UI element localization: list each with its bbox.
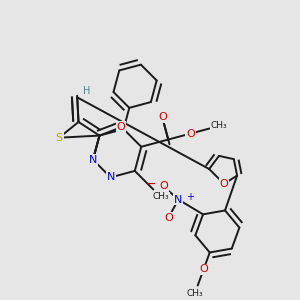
Text: O: O (159, 182, 168, 191)
Text: O: O (117, 122, 125, 132)
Text: O: O (158, 112, 167, 122)
Text: O: O (186, 129, 195, 139)
Text: −: − (146, 178, 156, 191)
Text: H: H (83, 85, 91, 95)
Text: N: N (174, 195, 183, 205)
Text: CH₃: CH₃ (211, 122, 227, 130)
Text: +: + (186, 192, 194, 202)
Text: H: H (83, 86, 91, 96)
Text: O: O (164, 213, 173, 223)
Text: O: O (220, 179, 228, 189)
Text: N: N (89, 155, 97, 165)
Text: CH₃: CH₃ (187, 289, 203, 298)
Text: O: O (199, 265, 208, 275)
Text: N: N (106, 172, 115, 182)
Text: S: S (56, 133, 63, 143)
Text: CH₃: CH₃ (152, 192, 169, 201)
